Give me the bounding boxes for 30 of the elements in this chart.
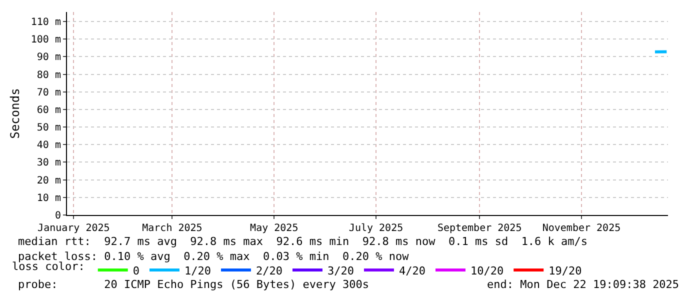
x-tick-label: November 2025 bbox=[542, 223, 621, 234]
text: probe: 20 ICMP Echo Pings (56 Bytes) every 300s bbox=[18, 278, 369, 291]
text: median rtt: 92.7 ms avg 92.8 ms max 92.6 ms min 92.8 ms now 0.1 ms sd 1.6 k am/s bbox=[18, 235, 588, 248]
y-axis-title: Seconds bbox=[8, 88, 22, 139]
y-tick-label: 20 m bbox=[36, 175, 61, 186]
text: packet loss: 0.10 % avg 0.20 % max 0.03 % min 0.20 % now bbox=[18, 250, 410, 263]
legend-label: 4/20 bbox=[398, 264, 426, 278]
x-tick-label: May 2025 bbox=[250, 223, 298, 234]
text: end: Mon Dec 22 19:09:38 2025 bbox=[487, 278, 680, 291]
y-tick-label: 90 m bbox=[36, 52, 61, 64]
legend-label: 3/20 bbox=[327, 264, 354, 278]
y-tick-label: 80 m bbox=[36, 70, 61, 81]
x-tick-label: September 2025 bbox=[437, 223, 522, 234]
y-tick-label: 30 m bbox=[36, 158, 61, 169]
x-tick-label: July 2025 bbox=[348, 223, 404, 234]
legend-label: 2/20 bbox=[256, 264, 282, 278]
y-tick-label: 110 m bbox=[30, 17, 61, 28]
y-tick-label: 60 m bbox=[36, 104, 61, 116]
y-tick-label: 50 m bbox=[36, 122, 61, 134]
y-tick-label: 40 m bbox=[36, 140, 61, 152]
y-tick-label: 0 bbox=[54, 210, 61, 222]
legend-label: 0 bbox=[132, 264, 140, 278]
y-tick-label: 70 m bbox=[36, 87, 61, 98]
y-tick-label: 10 m bbox=[36, 192, 61, 204]
x-tick-label: January 2025 bbox=[38, 223, 110, 234]
legend-label: 1/20 bbox=[184, 264, 211, 278]
y-tick-label: 100 m bbox=[30, 34, 61, 46]
legend-label: 10/20 bbox=[470, 264, 504, 278]
x-tick-label: March 2025 bbox=[142, 223, 202, 234]
legend-label: 19/20 bbox=[548, 264, 582, 278]
